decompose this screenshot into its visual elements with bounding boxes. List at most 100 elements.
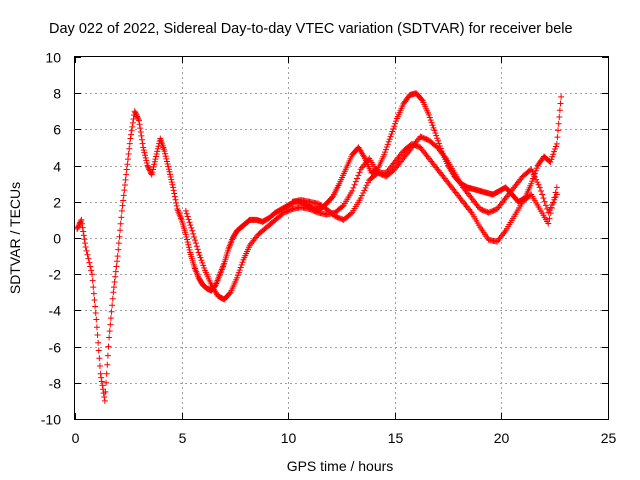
data-point bbox=[104, 352, 111, 359]
data-point bbox=[92, 303, 99, 310]
data-point bbox=[556, 113, 563, 120]
y-tick-label: -6 bbox=[49, 340, 62, 356]
data-point bbox=[198, 257, 205, 264]
data-point bbox=[173, 202, 180, 209]
data-point bbox=[114, 258, 121, 265]
data-point bbox=[149, 169, 156, 176]
data-point bbox=[182, 231, 189, 238]
data-point bbox=[82, 240, 89, 247]
data-point bbox=[383, 143, 390, 150]
data-point bbox=[142, 152, 149, 159]
data-point bbox=[137, 125, 144, 132]
data-point bbox=[88, 267, 95, 274]
data-point bbox=[117, 220, 124, 227]
data-point bbox=[98, 378, 105, 385]
data-point bbox=[115, 246, 122, 253]
data-point bbox=[113, 263, 120, 270]
data-point bbox=[138, 132, 145, 139]
data-point bbox=[554, 134, 561, 141]
data-point bbox=[166, 168, 173, 175]
data-point bbox=[164, 161, 171, 168]
data-point bbox=[116, 233, 123, 240]
data-point bbox=[528, 180, 535, 187]
data-point bbox=[137, 128, 144, 135]
data-point bbox=[192, 240, 199, 247]
data-point bbox=[151, 161, 158, 168]
data-point bbox=[95, 339, 102, 346]
y-tick-label: -10 bbox=[41, 412, 61, 428]
data-point bbox=[434, 135, 441, 142]
data-point bbox=[537, 187, 544, 194]
data-point bbox=[135, 117, 142, 124]
data-point bbox=[129, 119, 136, 126]
data-point bbox=[552, 194, 559, 201]
x-axis-label: GPS time / hours bbox=[287, 458, 394, 474]
series-2 bbox=[182, 140, 560, 303]
data-point bbox=[550, 151, 557, 158]
data-point bbox=[355, 172, 362, 179]
data-point bbox=[117, 227, 124, 234]
data-point bbox=[145, 163, 152, 170]
data-point bbox=[136, 121, 143, 128]
data-point bbox=[127, 135, 134, 142]
data-point bbox=[533, 165, 540, 172]
data-point bbox=[528, 166, 535, 173]
data-point bbox=[94, 331, 101, 338]
data-point bbox=[144, 162, 151, 169]
data-point bbox=[97, 370, 104, 377]
data-point bbox=[430, 124, 437, 131]
data-point bbox=[429, 122, 436, 129]
data-point bbox=[234, 272, 241, 279]
data-point bbox=[169, 181, 176, 188]
data-point bbox=[134, 113, 141, 120]
data-point bbox=[553, 191, 560, 198]
data-point bbox=[148, 170, 155, 177]
data-point bbox=[237, 264, 244, 271]
data-point bbox=[119, 202, 126, 209]
data-point bbox=[123, 166, 130, 173]
data-point bbox=[363, 182, 370, 189]
data-point bbox=[135, 116, 142, 123]
data-point bbox=[189, 227, 196, 234]
data-point bbox=[142, 154, 149, 161]
data-point bbox=[106, 334, 113, 341]
data-point bbox=[548, 156, 555, 163]
data-point bbox=[173, 199, 180, 206]
data-point bbox=[235, 269, 242, 276]
data-point bbox=[80, 228, 87, 235]
data-point bbox=[529, 168, 536, 175]
y-axis-ticks: -10 -8 -6 -4 -2 0 2 4 6 8 10 bbox=[41, 50, 608, 428]
data-point bbox=[426, 114, 433, 121]
data-point bbox=[529, 178, 536, 185]
data-point bbox=[85, 255, 92, 262]
data-point bbox=[545, 209, 552, 216]
grid-lines bbox=[75, 57, 608, 419]
data-point bbox=[161, 148, 168, 155]
data-point bbox=[152, 156, 159, 163]
data-point bbox=[79, 224, 86, 231]
data-point bbox=[143, 157, 150, 164]
data-point bbox=[532, 167, 539, 174]
data-point bbox=[109, 295, 116, 302]
data-point bbox=[555, 127, 562, 134]
data-point bbox=[534, 179, 541, 186]
data-point bbox=[191, 233, 198, 240]
data-point bbox=[101, 394, 108, 401]
data-point bbox=[108, 308, 115, 315]
data-point bbox=[545, 220, 552, 227]
data-point bbox=[133, 112, 140, 119]
data-point bbox=[74, 225, 81, 232]
data-point bbox=[81, 236, 88, 243]
data-point bbox=[356, 169, 363, 176]
data-point bbox=[546, 207, 553, 214]
data-point bbox=[386, 136, 393, 143]
data-point bbox=[89, 277, 96, 284]
data-point bbox=[339, 203, 346, 210]
plot-frame bbox=[74, 56, 609, 420]
y-tick-label: 0 bbox=[53, 231, 61, 247]
data-point bbox=[362, 184, 369, 191]
data-point bbox=[239, 259, 246, 266]
y-tick-label: 10 bbox=[45, 50, 61, 66]
data-point bbox=[104, 361, 111, 368]
data-point bbox=[107, 321, 114, 328]
